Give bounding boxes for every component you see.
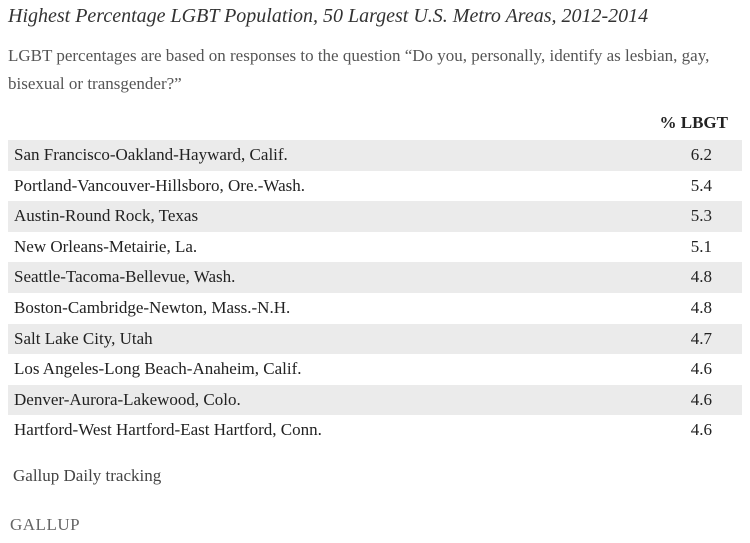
column-header: % LBGT — [659, 113, 729, 132]
table-row: San Francisco-Oakland-Hayward, Calif. 6.2 — [8, 140, 742, 171]
metro-name: New Orleans-Metairie, La. — [14, 236, 198, 256]
table-row: Portland-Vancouver-Hillsboro, Ore.-Wash.… — [8, 171, 742, 202]
title: Highest Percentage LGBT Population, 50 L… — [8, 5, 649, 27]
source-note: Gallup Daily tracking — [13, 466, 162, 485]
table: San Francisco-Oakland-Hayward, Calif. 6.2… — [8, 140, 742, 446]
subtitle: LGBT percentages are based on responses … — [8, 46, 710, 93]
logo: GALLUP — [10, 515, 81, 534]
lgbt-percent: 5.4 — [690, 175, 712, 195]
table-row: Seattle-Tacoma-Bellevue, Wash. 4.8 — [8, 262, 742, 293]
table-row: Denver-Aurora-Lakewood, Colo. 4.6 — [8, 384, 742, 416]
lgbt-percent: 4.8 — [690, 297, 712, 317]
lgbt-percent: 4.6 — [690, 420, 712, 440]
lgbt-percent: 6.2 — [690, 145, 712, 164]
lgbt-percent: 4.8 — [690, 267, 712, 287]
metro-name: Boston-Cambridge-Newton, Mass.-N.H. — [14, 297, 291, 317]
metro-name: Denver-Aurora-Lakewood, Colo. — [14, 389, 241, 409]
metro-name: Salt Lake City, Utah — [14, 328, 153, 348]
lgbt-percent: 4.6 — [690, 389, 712, 409]
table-row: Boston-Cambridge-Newton, Mass.-N.H. 4.8 — [8, 293, 742, 324]
metro-name: Los Angeles-Long Beach-Anaheim, Calif. — [14, 359, 302, 379]
lgbt-percent: 4.6 — [690, 359, 712, 379]
metro-name: San Francisco-Oakland-Hayward, Calif. — [14, 145, 288, 164]
metro-name: Hartford-West Hartford-East Hartford, Co… — [14, 420, 322, 440]
lgbt-percent: 4.7 — [690, 328, 712, 348]
metro-name: Portland-Vancouver-Hillsboro, Ore.-Wash. — [14, 175, 305, 195]
table-row: New Orleans-Metairie, La. 5.1 — [8, 232, 742, 263]
table-row: Austin-Round Rock, Texas 5.3 — [8, 201, 742, 232]
table-row: Los Angeles-Long Beach-Anaheim, Calif. 4.… — [8, 354, 742, 385]
metro-name: Austin-Round Rock, Texas — [14, 206, 199, 226]
metro-name: Seattle-Tacoma-Bellevue, Wash. — [14, 267, 236, 287]
table-row: Salt Lake City, Utah 4.7 — [8, 323, 742, 355]
lgbt-percent: 5.1 — [690, 236, 712, 256]
lgbt-percent: 5.3 — [690, 206, 712, 226]
table-row: Hartford-West Hartford-East Hartford, Co… — [8, 415, 742, 446]
